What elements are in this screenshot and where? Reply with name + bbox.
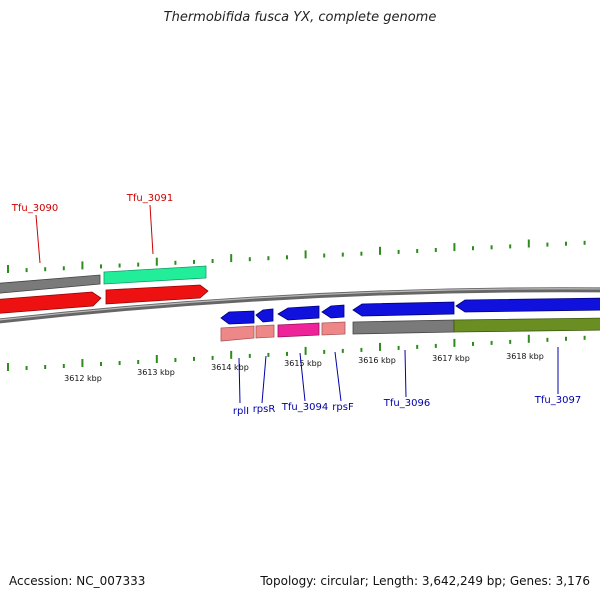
tick-row-lower (7, 334, 586, 371)
gene-arrow-tfu-3097[interactable] (455, 297, 600, 313)
feature-olive-track (453, 317, 600, 333)
feature-teal-track (103, 265, 207, 285)
gene-label-tfu-3097[interactable]: Tfu_3097 (534, 395, 581, 406)
gene-label-tfu-3091[interactable]: Tfu_3091 (126, 193, 173, 204)
gene-arrow-tfu-3090[interactable] (0, 291, 102, 314)
gene-arrow-rpsf[interactable] (321, 304, 345, 319)
tick-label: 3616 kbp (358, 356, 396, 365)
gene-label-tfu-3090[interactable]: Tfu_3090 (11, 203, 58, 214)
gene-arrow-rpli[interactable] (220, 310, 255, 325)
gene-arrow-tfu-3094[interactable] (277, 305, 320, 321)
topology-text: Topology: circular; Length: 3,642,249 bp… (260, 574, 590, 588)
feature-pink-track-2 (255, 324, 275, 339)
genome-backbone-highlight (0, 288, 600, 321)
genome-backbone (0, 287, 600, 324)
label-leader-lines (35, 204, 559, 404)
feature-pink-track-3 (321, 321, 346, 336)
gene-label-tfu-3096[interactable]: Tfu_3096 (383, 398, 430, 409)
tick-label: 3618 kbp (506, 352, 544, 361)
gene-label-tfu-3094[interactable]: Tfu_3094 (281, 402, 328, 413)
genome-title: Thermobifida fusca YX, complete genome (163, 10, 437, 25)
gene-label-rpsf[interactable]: rpsF (332, 402, 354, 413)
feature-pink-track-1 (220, 325, 255, 342)
gene-arrow-tfu-3091[interactable] (105, 284, 209, 305)
accession-text: Accession: NC_007333 (9, 574, 146, 588)
gene-arrow-rpsr[interactable] (255, 308, 274, 323)
tick-label: 3617 kbp (432, 354, 470, 363)
tick-label: 3615 kbp (284, 359, 322, 368)
feature-magenta-track (277, 322, 320, 338)
tick-row-upper (7, 239, 586, 273)
gene-arrow-tfu-3096[interactable] (352, 301, 455, 317)
gene-label-rpli[interactable]: rplI (233, 406, 249, 417)
tick-labels: 3612 kbp 3613 kbp 3614 kbp 3615 kbp 3616 kbp… (64, 352, 544, 383)
feature-gray-track-left (0, 274, 101, 294)
tick-label: 3613 kbp (137, 368, 175, 377)
tick-label: 3612 kbp (64, 374, 102, 383)
tick-label: 3614 kbp (211, 363, 249, 372)
gene-label-rpsr[interactable]: rpsR (253, 404, 276, 415)
feature-gray-track-right (352, 319, 455, 335)
